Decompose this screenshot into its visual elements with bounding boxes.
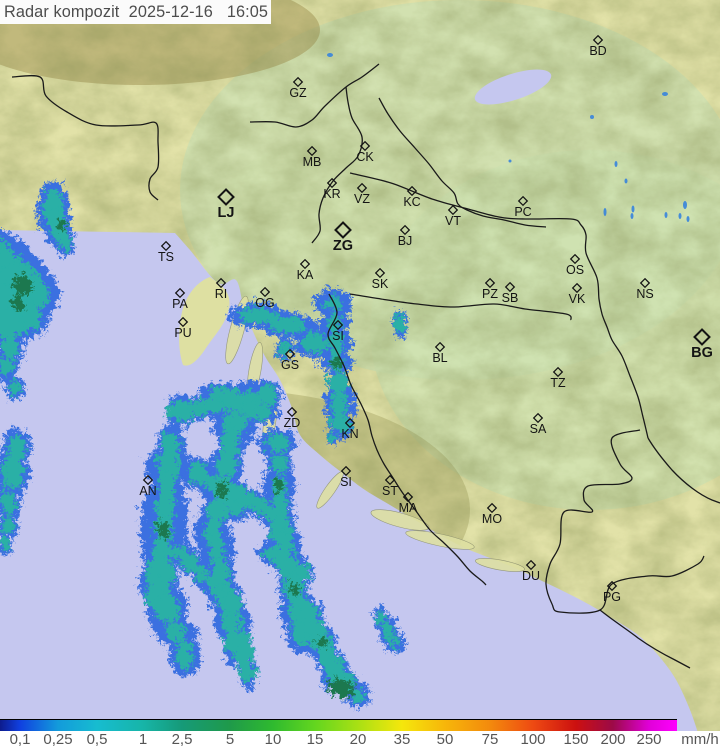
svg-text:SI: SI xyxy=(332,329,344,343)
svg-text:VK: VK xyxy=(569,292,586,306)
svg-text:KN: KN xyxy=(341,427,358,441)
svg-text:OG: OG xyxy=(255,296,274,310)
svg-text:MB: MB xyxy=(303,155,322,169)
svg-text:NS: NS xyxy=(636,287,653,301)
svg-text:BG: BG xyxy=(691,345,713,361)
svg-text:ZD: ZD xyxy=(284,416,301,430)
svg-text:RI: RI xyxy=(215,287,228,301)
svg-text:PC: PC xyxy=(514,205,531,219)
svg-text:CK: CK xyxy=(356,150,374,164)
svg-text:GS: GS xyxy=(281,358,299,372)
svg-text:TS: TS xyxy=(158,250,174,264)
svg-text:SI: SI xyxy=(340,475,352,489)
svg-text:BJ: BJ xyxy=(398,234,413,248)
svg-text:LJ: LJ xyxy=(218,205,235,221)
svg-text:KC: KC xyxy=(403,195,420,209)
svg-text:GZ: GZ xyxy=(289,86,307,100)
svg-text:DU: DU xyxy=(522,569,540,583)
svg-text:PA: PA xyxy=(172,297,188,311)
svg-text:KA: KA xyxy=(297,268,314,282)
svg-text:PG: PG xyxy=(603,590,621,604)
svg-text:MA: MA xyxy=(399,501,418,515)
svg-text:ZG: ZG xyxy=(333,238,353,254)
svg-text:MO: MO xyxy=(482,512,502,526)
svg-text:KR: KR xyxy=(323,187,340,201)
svg-text:PZ: PZ xyxy=(482,287,498,301)
svg-text:SA: SA xyxy=(530,422,547,436)
svg-text:SK: SK xyxy=(372,277,389,291)
svg-text:VT: VT xyxy=(445,214,461,228)
svg-text:VZ: VZ xyxy=(354,192,370,206)
svg-text:OS: OS xyxy=(566,263,584,277)
svg-text:TZ: TZ xyxy=(550,376,566,390)
svg-text:SB: SB xyxy=(502,291,519,305)
svg-text:AN: AN xyxy=(139,484,156,498)
svg-text:PU: PU xyxy=(174,326,191,340)
svg-text:BD: BD xyxy=(589,44,606,58)
svg-text:ST: ST xyxy=(382,484,398,498)
svg-text:BL: BL xyxy=(432,351,447,365)
